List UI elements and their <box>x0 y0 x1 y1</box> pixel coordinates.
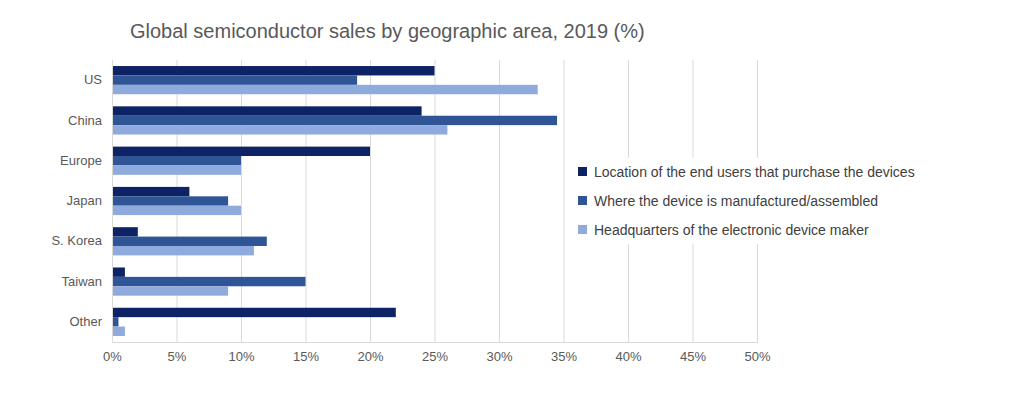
y-tick-label: Japan <box>67 193 102 208</box>
bar <box>112 66 435 75</box>
legend-label: Headquarters of the electronic device ma… <box>594 222 869 238</box>
x-tick-label: 35% <box>551 349 577 364</box>
grid-line <box>370 60 371 342</box>
y-axis-line <box>112 61 113 343</box>
y-tick-label: Taiwan <box>62 274 102 289</box>
grid-line <box>435 60 436 342</box>
grid-line <box>499 60 500 342</box>
bar <box>112 85 538 94</box>
y-tick: S. Korea <box>51 233 112 248</box>
y-tick-label: S. Korea <box>51 233 102 248</box>
grid-line <box>564 60 565 342</box>
legend-item: Where the device is manufactured/assembl… <box>578 193 878 209</box>
x-tick-label: 50% <box>744 349 770 364</box>
y-tick-label: Other <box>69 314 102 329</box>
y-tick: Japan <box>67 193 112 208</box>
bar <box>112 147 370 156</box>
legend-swatch <box>578 225 587 234</box>
bar <box>112 196 228 205</box>
y-tick-label: US <box>84 72 102 87</box>
x-tick: 25% <box>422 60 448 364</box>
bar <box>112 106 422 115</box>
bar <box>112 206 241 215</box>
bar <box>112 308 396 317</box>
bar <box>112 165 241 174</box>
x-tick-label: 20% <box>357 349 383 364</box>
bar-series <box>112 66 435 317</box>
title: Global semiconductor sales by geographic… <box>130 20 645 42</box>
bar <box>112 187 189 196</box>
x-tick: 20% <box>357 60 383 364</box>
y-tick: Other <box>69 314 112 329</box>
x-tick-label: 25% <box>422 349 448 364</box>
grid-line <box>241 60 242 342</box>
x-tick-label: 15% <box>293 349 319 364</box>
grid-line <box>112 60 113 342</box>
y-tick: Taiwan <box>62 274 112 289</box>
x-tick-label: 45% <box>680 349 706 364</box>
y-axis: US China Europe Japan S. Korea Taiwan Other <box>51 61 112 343</box>
legend: Location of the end users that purchase … <box>572 158 921 244</box>
bars <box>112 66 557 336</box>
x-tick-label: 40% <box>615 349 641 364</box>
y-tick-label: Europe <box>60 153 102 168</box>
bar <box>112 267 125 276</box>
legend-item: Location of the end users that purchase … <box>578 164 915 180</box>
x-tick-label: 30% <box>486 349 512 364</box>
bar-series <box>112 75 557 326</box>
grid-line <box>306 60 307 342</box>
y-tick: Europe <box>60 153 112 168</box>
legend-label: Location of the end users that purchase … <box>594 164 915 180</box>
y-tick-label: China <box>68 113 103 128</box>
x-tick-label: 10% <box>228 349 254 364</box>
legend-swatch <box>578 196 587 205</box>
bar <box>112 286 228 295</box>
bar <box>112 227 138 236</box>
chart: Global semiconductor sales by geographic… <box>0 0 1024 405</box>
legend-item: Headquarters of the electronic device ma… <box>578 222 869 238</box>
bar-series <box>112 85 538 336</box>
bar <box>112 156 241 165</box>
bar <box>112 327 125 336</box>
bar <box>112 237 267 246</box>
x-tick-label: 5% <box>168 349 187 364</box>
bar <box>112 277 306 286</box>
legend-swatch <box>578 167 587 176</box>
legend-background <box>572 158 921 244</box>
legend-label: Where the device is manufactured/assembl… <box>594 193 878 209</box>
x-tick: 30% <box>486 60 512 364</box>
y-tick: China <box>68 113 112 128</box>
bar <box>112 246 254 255</box>
y-tick: US <box>84 72 112 87</box>
x-tick: 15% <box>293 60 319 364</box>
bar <box>112 75 357 84</box>
bar <box>112 116 557 125</box>
bar <box>112 125 447 134</box>
x-tick-label: 0% <box>103 349 122 364</box>
